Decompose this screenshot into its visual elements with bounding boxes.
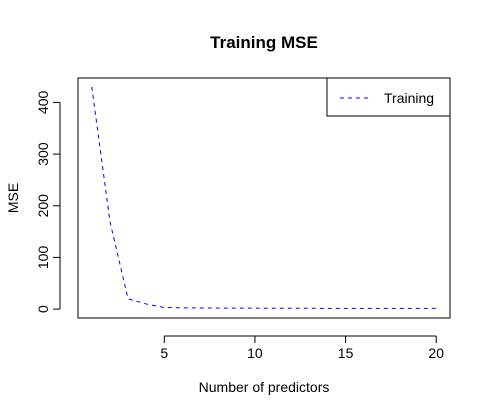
- x-tick-label: 20: [428, 345, 444, 361]
- chart-title: Training MSE: [210, 33, 318, 52]
- y-tick-label: 200: [35, 194, 51, 218]
- y-axis: 0 100 200 300 400: [35, 91, 61, 313]
- y-axis-label: MSE: [5, 183, 21, 213]
- legend-label-training: Training: [384, 90, 434, 106]
- legend-box: [326, 77, 451, 117]
- plot-frame: [77, 77, 451, 319]
- series-layer: [91, 86, 437, 309]
- legend: Training: [326, 77, 451, 117]
- series-line-training: [91, 86, 437, 309]
- x-axis-label: Number of predictors: [199, 379, 330, 395]
- x-tick-label: 15: [338, 345, 354, 361]
- x-tick-label: 5: [160, 345, 168, 361]
- y-tick-label: 300: [35, 142, 51, 166]
- y-tick-label: 100: [35, 246, 51, 270]
- x-tick-label: 10: [247, 345, 263, 361]
- x-axis: 5 10 15 20: [160, 335, 444, 361]
- y-tick-label: 400: [35, 91, 51, 115]
- y-tick-label: 0: [35, 305, 51, 313]
